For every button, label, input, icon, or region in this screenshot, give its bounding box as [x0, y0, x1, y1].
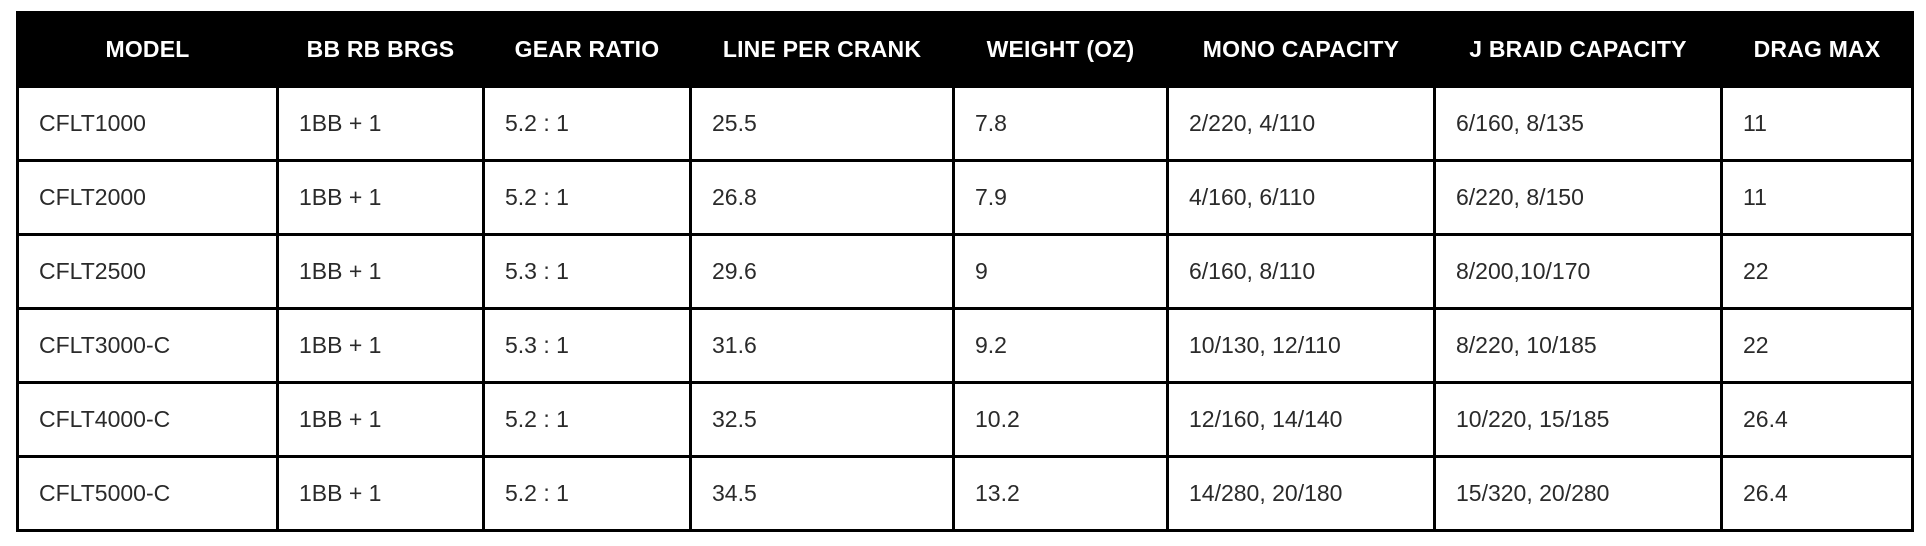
table-cell: 9	[952, 233, 1169, 310]
table-cell: 8/220, 10/185	[1433, 307, 1723, 384]
table-cell: 6/160, 8/135	[1433, 85, 1723, 162]
column-header: BB RB BRGS	[276, 11, 485, 88]
table-cell: 6/160, 8/110	[1166, 233, 1436, 310]
table-cell: 11	[1720, 85, 1914, 162]
table-cell: 29.6	[689, 233, 955, 310]
table-cell: 10.2	[952, 381, 1169, 458]
table-header-row: MODEL BB RB BRGS GEAR RATIO LINE PER CRA…	[16, 11, 1914, 88]
table-cell: 1BB + 1	[276, 233, 485, 310]
table-cell: 13.2	[952, 455, 1169, 532]
table-cell: 25.5	[689, 85, 955, 162]
table-cell: 5.3 : 1	[482, 233, 692, 310]
table-cell: 7.8	[952, 85, 1169, 162]
table-cell: 34.5	[689, 455, 955, 532]
table-cell: CFLT1000	[16, 85, 279, 162]
table-cell: 1BB + 1	[276, 455, 485, 532]
table-cell: 5.2 : 1	[482, 455, 692, 532]
table-cell: 31.6	[689, 307, 955, 384]
column-header: GEAR RATIO	[482, 11, 692, 88]
table-cell: CFLT4000-C	[16, 381, 279, 458]
table-cell: 14/280, 20/180	[1166, 455, 1436, 532]
table-row: CFLT3000-C 1BB + 1 5.3 : 1 31.6 9.2 10/1…	[16, 307, 1914, 384]
table-cell: 11	[1720, 159, 1914, 236]
table-row: CFLT1000 1BB + 1 5.2 : 1 25.5 7.8 2/220,…	[16, 85, 1914, 162]
table-cell: 5.2 : 1	[482, 381, 692, 458]
table-cell: 7.9	[952, 159, 1169, 236]
table-cell: 1BB + 1	[276, 159, 485, 236]
table-cell: 1BB + 1	[276, 381, 485, 458]
column-header: MODEL	[16, 11, 279, 88]
table-row: CFLT2000 1BB + 1 5.2 : 1 26.8 7.9 4/160,…	[16, 159, 1914, 236]
table-row: CFLT5000-C 1BB + 1 5.2 : 1 34.5 13.2 14/…	[16, 455, 1914, 532]
table-cell: 32.5	[689, 381, 955, 458]
table-cell: 15/320, 20/280	[1433, 455, 1723, 532]
table-cell: 5.2 : 1	[482, 159, 692, 236]
table-cell: 4/160, 6/110	[1166, 159, 1436, 236]
table-cell: 5.2 : 1	[482, 85, 692, 162]
table-cell: 1BB + 1	[276, 85, 485, 162]
table-cell: 26.4	[1720, 455, 1914, 532]
table-cell: 22	[1720, 233, 1914, 310]
table-cell: CFLT3000-C	[16, 307, 279, 384]
column-header: MONO CAPACITY	[1166, 11, 1436, 88]
table-cell: 1BB + 1	[276, 307, 485, 384]
table-cell: 26.8	[689, 159, 955, 236]
table-row: CFLT2500 1BB + 1 5.3 : 1 29.6 9 6/160, 8…	[16, 233, 1914, 310]
table-cell: 10/220, 15/185	[1433, 381, 1723, 458]
column-header: J BRAID CAPACITY	[1433, 11, 1723, 88]
table-cell: 22	[1720, 307, 1914, 384]
table-row: CFLT4000-C 1BB + 1 5.2 : 1 32.5 10.2 12/…	[16, 381, 1914, 458]
table-cell: 5.3 : 1	[482, 307, 692, 384]
table-cell: 9.2	[952, 307, 1169, 384]
table-cell: CFLT5000-C	[16, 455, 279, 532]
column-header: WEIGHT (OZ)	[952, 11, 1169, 88]
table-cell: 12/160, 14/140	[1166, 381, 1436, 458]
table-cell: 2/220, 4/110	[1166, 85, 1436, 162]
spec-table: MODEL BB RB BRGS GEAR RATIO LINE PER CRA…	[16, 11, 1914, 532]
table-cell: 10/130, 12/110	[1166, 307, 1436, 384]
column-header: DRAG MAX	[1720, 11, 1914, 88]
table-cell: 26.4	[1720, 381, 1914, 458]
table-cell: 6/220, 8/150	[1433, 159, 1723, 236]
table-cell: CFLT2500	[16, 233, 279, 310]
table-cell: 8/200,10/170	[1433, 233, 1723, 310]
table-cell: CFLT2000	[16, 159, 279, 236]
column-header: LINE PER CRANK	[689, 11, 955, 88]
